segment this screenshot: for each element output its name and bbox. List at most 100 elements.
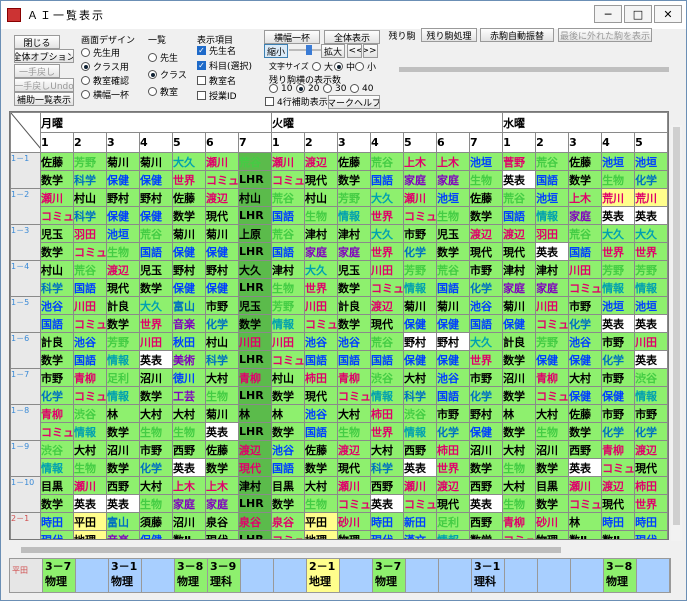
subject-cell[interactable]: 数学 <box>436 242 471 261</box>
vertical-scrollbar[interactable] <box>671 125 682 541</box>
subject-cell[interactable]: 数Ⅱ <box>601 530 636 539</box>
subject-cell[interactable]: 保健 <box>139 206 173 225</box>
subject-cell[interactable]: 情報 <box>337 206 372 225</box>
teacher-cell[interactable]: 柿田 <box>304 368 339 387</box>
teacher-cell[interactable]: 瀬川 <box>403 476 438 495</box>
subject-cell[interactable]: 現代 <box>304 386 339 405</box>
subject-cell[interactable]: 数学 <box>139 278 173 297</box>
teacher-cell[interactable]: 菊川 <box>205 224 239 243</box>
teacher-cell[interactable]: 林 <box>237 404 273 423</box>
subject-cell[interactable]: 世界 <box>370 206 405 225</box>
teacher-cell[interactable]: 時田 <box>40 512 74 531</box>
teacher-cell[interactable]: 荒谷 <box>271 224 306 243</box>
teacher-cell[interactable]: 青柳 <box>535 368 570 387</box>
radio-cols-10[interactable]: 10 <box>269 82 292 95</box>
subject-cell[interactable]: LHR <box>237 422 273 441</box>
subject-cell[interactable]: LHR <box>237 278 273 297</box>
subject-cell[interactable]: 英表 <box>205 422 239 441</box>
subject-cell[interactable]: 工芸 <box>172 386 206 405</box>
subject-cell[interactable]: 英表 <box>403 458 438 477</box>
teacher-cell[interactable]: 秋田 <box>172 332 206 351</box>
teacher-cell[interactable]: 計良 <box>40 332 74 351</box>
remaining-piece[interactable] <box>142 559 175 592</box>
teacher-cell[interactable]: 佐藤 <box>337 152 372 171</box>
teacher-cell[interactable]: 平田 <box>73 512 107 531</box>
subject-cell[interactable]: 国語 <box>337 350 372 369</box>
subject-cell[interactable]: 情報 <box>370 386 405 405</box>
subject-cell[interactable]: 保健 <box>106 206 140 225</box>
subject-cell[interactable]: コミュ <box>535 386 570 405</box>
teacher-cell[interactable]: 野村 <box>172 260 206 279</box>
subject-cell[interactable]: 科学 <box>40 278 74 297</box>
subject-cell[interactable]: 国語 <box>73 278 107 297</box>
teacher-cell[interactable]: 川田 <box>634 332 668 351</box>
check-subject[interactable]: ✓ 科目(選択) <box>197 61 253 72</box>
teacher-cell[interactable]: 青柳 <box>73 368 107 387</box>
subject-cell[interactable]: 化学 <box>568 314 603 333</box>
subject-cell[interactable]: 保健 <box>502 314 537 333</box>
teacher-cell[interactable]: 渡辺 <box>436 476 471 495</box>
check-room-name[interactable]: 教室名 <box>197 74 236 87</box>
subject-cell[interactable]: 化学 <box>403 242 438 261</box>
teacher-cell[interactable]: 目黒 <box>535 476 570 495</box>
subject-cell[interactable]: 国語 <box>370 170 405 189</box>
subject-cell[interactable]: 生物 <box>304 494 339 513</box>
class-label[interactable]: 1－1 <box>10 152 41 189</box>
teacher-cell[interactable]: 芳野 <box>403 260 438 279</box>
remaining-piece[interactable] <box>571 559 604 592</box>
radio-size-small[interactable]: 小 <box>355 60 376 73</box>
subject-cell[interactable]: 国語 <box>304 422 339 441</box>
subject-cell[interactable]: 化学 <box>436 422 471 441</box>
teacher-cell[interactable]: 西野 <box>370 476 405 495</box>
subject-cell[interactable]: 現代 <box>370 530 405 539</box>
teacher-cell[interactable]: 佐藤 <box>205 440 239 459</box>
subject-cell[interactable]: 保健 <box>403 314 438 333</box>
subject-cell[interactable]: 保健 <box>568 386 603 405</box>
teacher-cell[interactable]: 渋谷 <box>634 368 668 387</box>
teacher-cell[interactable]: 荒川 <box>634 188 668 207</box>
teacher-cell[interactable]: 佐藤 <box>568 404 603 423</box>
teacher-cell[interactable]: 池谷 <box>304 404 339 423</box>
subject-cell[interactable]: 数学 <box>469 206 504 225</box>
teacher-cell[interactable]: 川田 <box>535 296 570 315</box>
subject-cell[interactable]: 数学 <box>337 314 372 333</box>
radio-size-large[interactable]: 大 <box>312 60 333 73</box>
subject-cell[interactable]: コミュ <box>73 386 107 405</box>
subject-cell[interactable]: 生物 <box>535 422 570 441</box>
subject-cell[interactable]: 家庭 <box>403 170 438 189</box>
remaining-scrollbar[interactable] <box>399 67 669 72</box>
teacher-cell[interactable]: 菊川 <box>403 296 438 315</box>
teacher-cell[interactable]: 西野 <box>568 440 603 459</box>
remaining-piece[interactable] <box>241 559 274 592</box>
subject-cell[interactable]: 数Ⅱ <box>568 530 603 539</box>
subject-cell[interactable]: コミュ <box>370 278 405 297</box>
teacher-cell[interactable]: 野村 <box>106 188 140 207</box>
subject-cell[interactable]: 英表 <box>634 206 668 225</box>
subject-cell[interactable]: 英表 <box>370 494 405 513</box>
remaining-piece[interactable] <box>439 559 472 592</box>
teacher-cell[interactable]: 目黒 <box>40 476 74 495</box>
subject-cell[interactable]: 国語 <box>271 206 306 225</box>
subject-cell[interactable]: コミュ <box>568 278 603 297</box>
teacher-cell[interactable]: 足利 <box>436 512 471 531</box>
teacher-cell[interactable]: 荒谷 <box>568 224 603 243</box>
teacher-cell[interactable]: 菊川 <box>436 296 471 315</box>
teacher-cell[interactable]: 児玉 <box>436 224 471 243</box>
subject-cell[interactable]: LHR <box>237 170 273 189</box>
subject-cell[interactable]: 音楽 <box>172 314 206 333</box>
teacher-cell[interactable]: 平田 <box>304 512 339 531</box>
teacher-cell[interactable]: 池谷 <box>73 332 107 351</box>
subject-cell[interactable]: 数学 <box>271 422 306 441</box>
teacher-cell[interactable]: 大村 <box>73 440 107 459</box>
teacher-cell[interactable]: 佐藤 <box>568 152 603 171</box>
teacher-cell[interactable]: 柿田 <box>436 440 471 459</box>
subject-cell[interactable]: 生物 <box>271 278 306 297</box>
teacher-cell[interactable]: 時田 <box>634 512 668 531</box>
radio-teacher-view[interactable]: 先生用 <box>81 46 120 59</box>
remaining-piece[interactable] <box>406 559 439 592</box>
teacher-cell[interactable]: 大村 <box>568 368 603 387</box>
teacher-cell[interactable]: 野村 <box>436 332 471 351</box>
teacher-cell[interactable]: 川田 <box>73 296 107 315</box>
subject-cell[interactable]: 家庭 <box>436 170 471 189</box>
teacher-cell[interactable]: 沼川 <box>172 512 206 531</box>
